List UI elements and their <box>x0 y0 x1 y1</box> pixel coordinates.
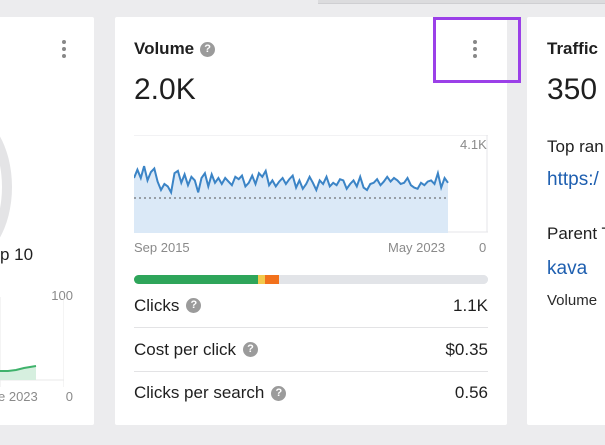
distribution-segment-clicks <box>134 275 258 284</box>
volume-line <box>134 165 449 196</box>
traffic-value: 350 <box>547 73 598 106</box>
metric-clicks-label: Clicks <box>134 295 180 315</box>
left-chart-ymax: 100 <box>51 288 73 303</box>
volume-card: Volume ? 2.0K 4.1K Sep 2015 May 2023 0 C… <box>115 17 521 425</box>
metric-cps-value: 0.56 <box>454 383 488 402</box>
top-strip <box>318 0 605 4</box>
chart-ymin-label: 0 <box>479 240 487 255</box>
metric-clicks-value: 1.1K <box>453 295 488 315</box>
metric-cpc: Cost per click? $0.35 <box>134 328 488 372</box>
parent-volume-label: Volume <box>547 292 598 309</box>
volume-title: Volume ? <box>134 39 216 59</box>
metric-cpc-label: Cost per click <box>134 339 237 359</box>
difficulty-gauge <box>0 112 12 262</box>
chart-ymax-label: 4.1K <box>460 137 487 152</box>
metric-cps-label: Clicks per search <box>134 383 265 402</box>
left-chart-ymin: 0 <box>65 389 73 404</box>
left-mini-chart <box>0 297 64 387</box>
volume-value: 2.0K <box>134 73 196 106</box>
volume-area <box>134 166 448 233</box>
traffic-title: Traffic <box>547 39 599 58</box>
left-chart-date: e 2023 <box>0 389 38 404</box>
chart-x-start-label: Sep 2015 <box>134 240 190 255</box>
chart-x-end-label: May 2023 <box>388 240 446 255</box>
help-circle-icon[interactable]: ? <box>186 298 202 313</box>
volume-title-text: Volume <box>134 39 195 58</box>
distribution-segment-mixed <box>257 275 265 284</box>
parent-topic-link[interactable]: kava <box>547 258 588 279</box>
top-page-label: Top ran <box>547 137 604 156</box>
left-card: p 10 100 e 2023 0 <box>0 17 94 425</box>
help-circle-icon[interactable]: ? <box>200 41 216 57</box>
volume-trend-chart <box>134 135 488 233</box>
help-circle-icon[interactable]: ? <box>243 342 259 357</box>
traffic-card: Traffic 350 Top ran https:/ Parent T kav… <box>527 17 605 425</box>
more-menu-icon[interactable] <box>57 38 71 60</box>
metric-clicks: Clicks? 1.1K <box>134 284 488 328</box>
metric-cpc-value: $0.35 <box>445 339 488 359</box>
parent-topic-label: Parent T <box>547 224 605 243</box>
click-distribution-bar <box>134 275 488 284</box>
highlight-box <box>433 17 521 83</box>
top-page-link[interactable]: https:/ <box>547 169 599 190</box>
metric-cps: Clicks per search? 0.56 <box>134 371 488 415</box>
more-menu-icon[interactable] <box>468 38 482 60</box>
distribution-segment-paid <box>264 275 280 284</box>
left-rank-label: p 10 <box>0 245 34 264</box>
distribution-segment-no-clicks <box>279 275 488 284</box>
help-circle-icon[interactable]: ? <box>271 385 287 401</box>
